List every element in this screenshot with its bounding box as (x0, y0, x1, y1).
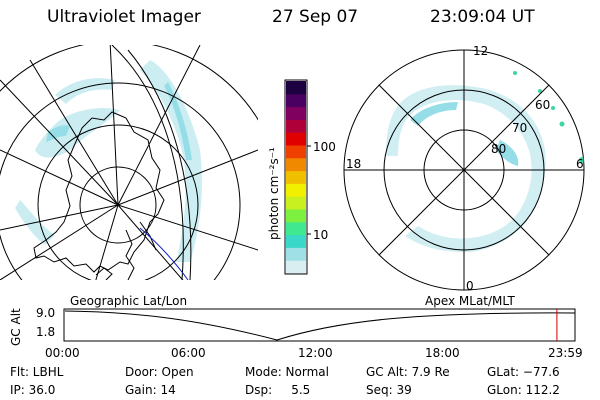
colorbar-segment (286, 221, 306, 236)
timeline-left-title: Geographic Lat/Lon (70, 294, 188, 308)
south-america-outline (95, 267, 113, 280)
info-glon: GLon: 112.2 (487, 383, 560, 397)
polar-label-6: 6 (576, 157, 584, 171)
colorbar-frame (284, 79, 308, 275)
polar-ring-label-70: 70 (512, 121, 528, 135)
info-ip: IP: 36.0 (10, 383, 56, 397)
antarctica-peninsula (125, 221, 157, 280)
time-label: 23:09:04 UT (430, 7, 535, 27)
colorbar-segment (286, 170, 306, 184)
timeline-axis-label: GC Alt (9, 308, 23, 346)
colorbar-segment (286, 247, 306, 261)
timeline-ytick-high: 9.0 (36, 306, 56, 320)
colorbar-segment (286, 260, 306, 274)
colorbar-segment (286, 234, 306, 248)
timeline-panel (63, 308, 576, 342)
info-filter: Flt: LBHL (10, 365, 64, 379)
timeline-ytick-low: 1.8 (36, 325, 56, 339)
polar-aurora-bright (410, 102, 519, 166)
polar-ring-label-60: 60 (535, 98, 551, 112)
info-gc-alt: GC Alt: 7.9 Re (366, 365, 450, 379)
info-mode: Mode: Normal (245, 365, 329, 379)
colorbar-segment (286, 119, 306, 133)
instrument-title: Ultraviolet Imager (47, 7, 201, 27)
timeline-xtick-0600: 06:00 (171, 346, 206, 360)
info-door: Door: Open (125, 365, 194, 379)
colorbar-segment (286, 93, 306, 108)
date-label: 27 Sep 07 (272, 7, 359, 27)
polar-ring-label-80: 80 (491, 142, 507, 156)
timeline-xtick-1800: 18:00 (425, 346, 460, 360)
info-gain: Gain: 14 (125, 383, 176, 397)
timeline-xtick-2359: 23:59 (548, 346, 583, 360)
colorbar-tick-10: 10 (313, 228, 329, 242)
colorbar-unit-label: photon cm⁻²s⁻¹ (267, 147, 281, 240)
colorbar-tick-100: 100 (313, 140, 336, 154)
colorbar-segment (286, 106, 306, 120)
colorbar-segment (286, 183, 306, 197)
polar-label-18: 18 (346, 157, 362, 171)
info-dsp: Dsp: 5.5 (245, 383, 311, 397)
polar-axes (344, 50, 584, 290)
timeline-xtick-1200: 12:00 (298, 346, 333, 360)
polar-aurora-emission (386, 85, 546, 253)
colorbar-segment (286, 157, 306, 172)
info-glat: GLat: −77.6 (487, 365, 560, 379)
polar-label-12: 12 (473, 44, 489, 58)
colorbar-segment (286, 145, 306, 159)
polar-label-0: 0 (466, 279, 474, 293)
geo-terminator-blue (139, 227, 189, 280)
polar-plot (343, 49, 585, 291)
colorbar-segment (286, 132, 306, 146)
info-seq: Seq: 39 (366, 383, 412, 397)
colorbar (284, 79, 311, 275)
colorbar-segment (286, 81, 306, 95)
colorbar-segment (286, 196, 306, 210)
geo-aurora-bright (46, 82, 192, 160)
geo-meridians (0, 45, 258, 280)
timeline-right-title: Apex MLat/MLT (425, 294, 515, 308)
geo-limb (111, 45, 192, 280)
gc-altitude-curve (64, 310, 576, 341)
geo-latitude-circles (0, 45, 258, 280)
timeline-xtick-0000: 00:00 (45, 346, 80, 360)
colorbar-segment (286, 209, 306, 223)
timeline-frame (63, 308, 576, 342)
geographic-map (0, 45, 258, 280)
